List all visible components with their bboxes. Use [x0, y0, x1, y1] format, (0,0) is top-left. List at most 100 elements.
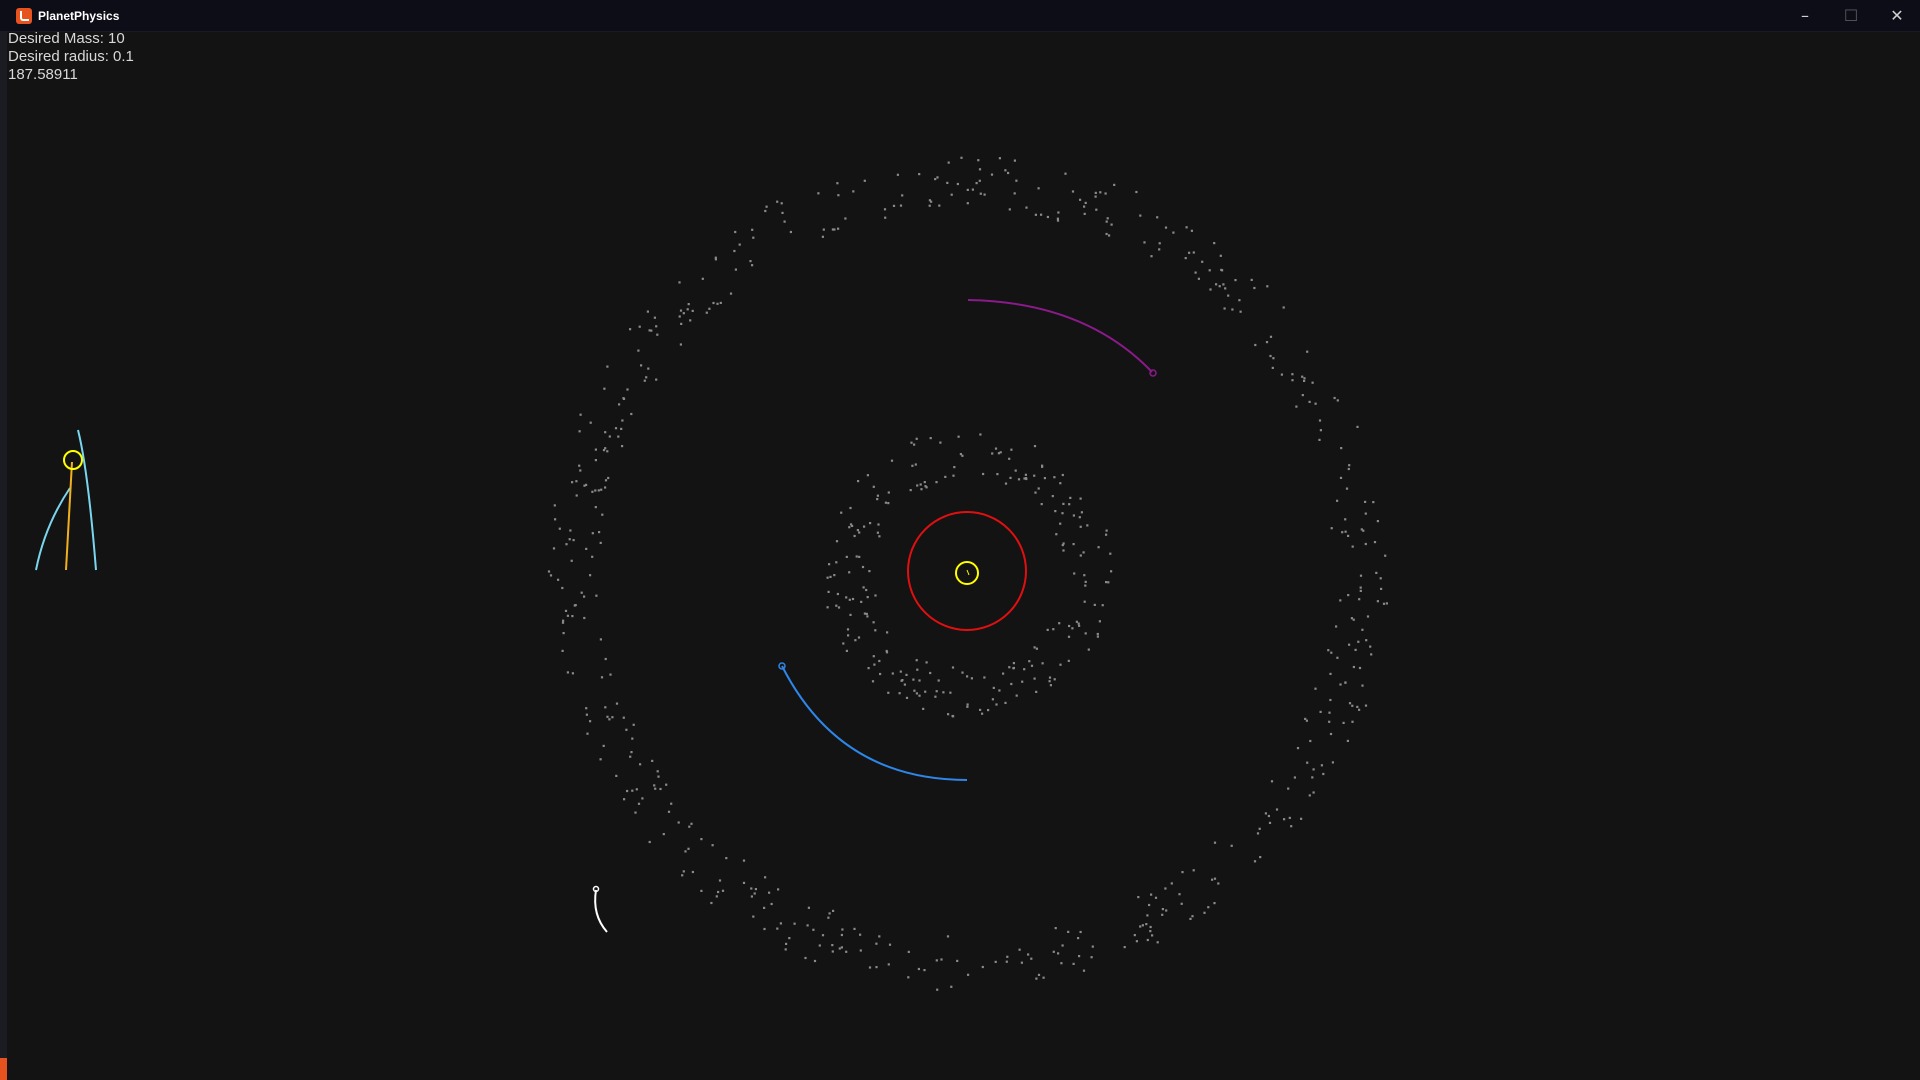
particle	[992, 686, 995, 689]
particle	[1150, 893, 1153, 896]
particle	[915, 437, 918, 440]
particle	[1012, 667, 1015, 670]
particle	[1024, 477, 1028, 480]
particle	[599, 758, 602, 761]
particle	[876, 494, 879, 497]
particle	[929, 671, 932, 675]
central-sun-marker	[966, 569, 970, 576]
particle	[858, 555, 861, 558]
particle	[1030, 664, 1034, 667]
particle	[859, 949, 862, 952]
particle	[734, 268, 737, 271]
particle	[901, 194, 904, 197]
particle	[1013, 192, 1016, 195]
maximize-icon[interactable]: ☐	[1843, 6, 1859, 25]
particle	[888, 943, 892, 946]
particle	[1256, 832, 1260, 835]
particle	[938, 204, 941, 207]
particle	[898, 692, 901, 695]
particle	[950, 985, 953, 988]
particle	[687, 847, 690, 850]
particle	[1351, 704, 1354, 707]
particle	[1192, 869, 1195, 872]
particle	[812, 928, 815, 931]
particle	[733, 249, 736, 253]
particle	[710, 901, 713, 905]
particle	[620, 427, 623, 430]
particle	[862, 586, 865, 589]
particle	[1139, 925, 1142, 928]
particle	[1239, 310, 1242, 313]
particle	[970, 677, 973, 680]
particle	[1254, 343, 1257, 347]
particle	[1362, 529, 1365, 532]
particle	[678, 281, 681, 284]
particle	[1062, 549, 1065, 552]
close-icon[interactable]: ✕	[1890, 6, 1904, 25]
particle	[686, 308, 689, 311]
particle	[1062, 542, 1065, 545]
particle	[868, 570, 871, 573]
particle	[1093, 603, 1096, 606]
particle	[1253, 860, 1257, 863]
simulation-canvas[interactable]	[0, 31, 1920, 1080]
particle	[763, 927, 766, 931]
particle	[934, 695, 937, 698]
particle	[1094, 191, 1097, 194]
particle	[841, 928, 844, 931]
particle	[630, 412, 633, 416]
particle	[1290, 825, 1293, 828]
particle	[647, 367, 650, 370]
particle	[1352, 618, 1355, 621]
particle	[863, 612, 866, 615]
particle	[831, 950, 834, 953]
particle	[632, 723, 635, 726]
particle	[884, 501, 887, 504]
particle	[1181, 871, 1184, 874]
minimize-icon[interactable]: –	[1801, 6, 1809, 25]
particle	[1259, 856, 1262, 859]
particle	[905, 696, 909, 699]
particle	[874, 629, 877, 632]
particle	[1041, 662, 1044, 665]
particle	[1354, 648, 1357, 651]
particle	[1104, 192, 1107, 195]
particle	[1293, 776, 1296, 779]
particle	[1319, 429, 1322, 432]
particle	[1052, 628, 1055, 631]
particle	[1059, 663, 1062, 666]
particle	[640, 364, 643, 367]
title-bar[interactable]: PlanetPhysics – ☐ ✕	[0, 0, 1920, 32]
particle	[1010, 682, 1013, 686]
particle	[1309, 739, 1312, 743]
particle	[1069, 496, 1072, 499]
particle	[566, 671, 569, 674]
particle	[935, 959, 938, 962]
particle	[1068, 624, 1071, 628]
particle	[570, 559, 573, 562]
particle	[1110, 570, 1113, 573]
particle	[1319, 710, 1322, 713]
particle	[1004, 169, 1007, 172]
particle	[1156, 216, 1159, 219]
particle	[1061, 544, 1064, 547]
particle	[788, 937, 791, 940]
particle	[1030, 957, 1033, 960]
particle	[1213, 841, 1217, 844]
particle	[949, 691, 952, 694]
particle	[918, 173, 921, 176]
particle	[1072, 543, 1075, 546]
particle	[849, 613, 852, 616]
particle	[1004, 482, 1008, 485]
particle	[1012, 662, 1015, 665]
particle	[1123, 946, 1126, 949]
particle	[1348, 643, 1351, 646]
particle	[817, 192, 820, 195]
particle	[1037, 487, 1040, 490]
particle	[643, 379, 646, 382]
particle	[852, 190, 855, 193]
particle	[845, 596, 848, 599]
particle	[966, 705, 969, 708]
particle	[721, 889, 725, 892]
